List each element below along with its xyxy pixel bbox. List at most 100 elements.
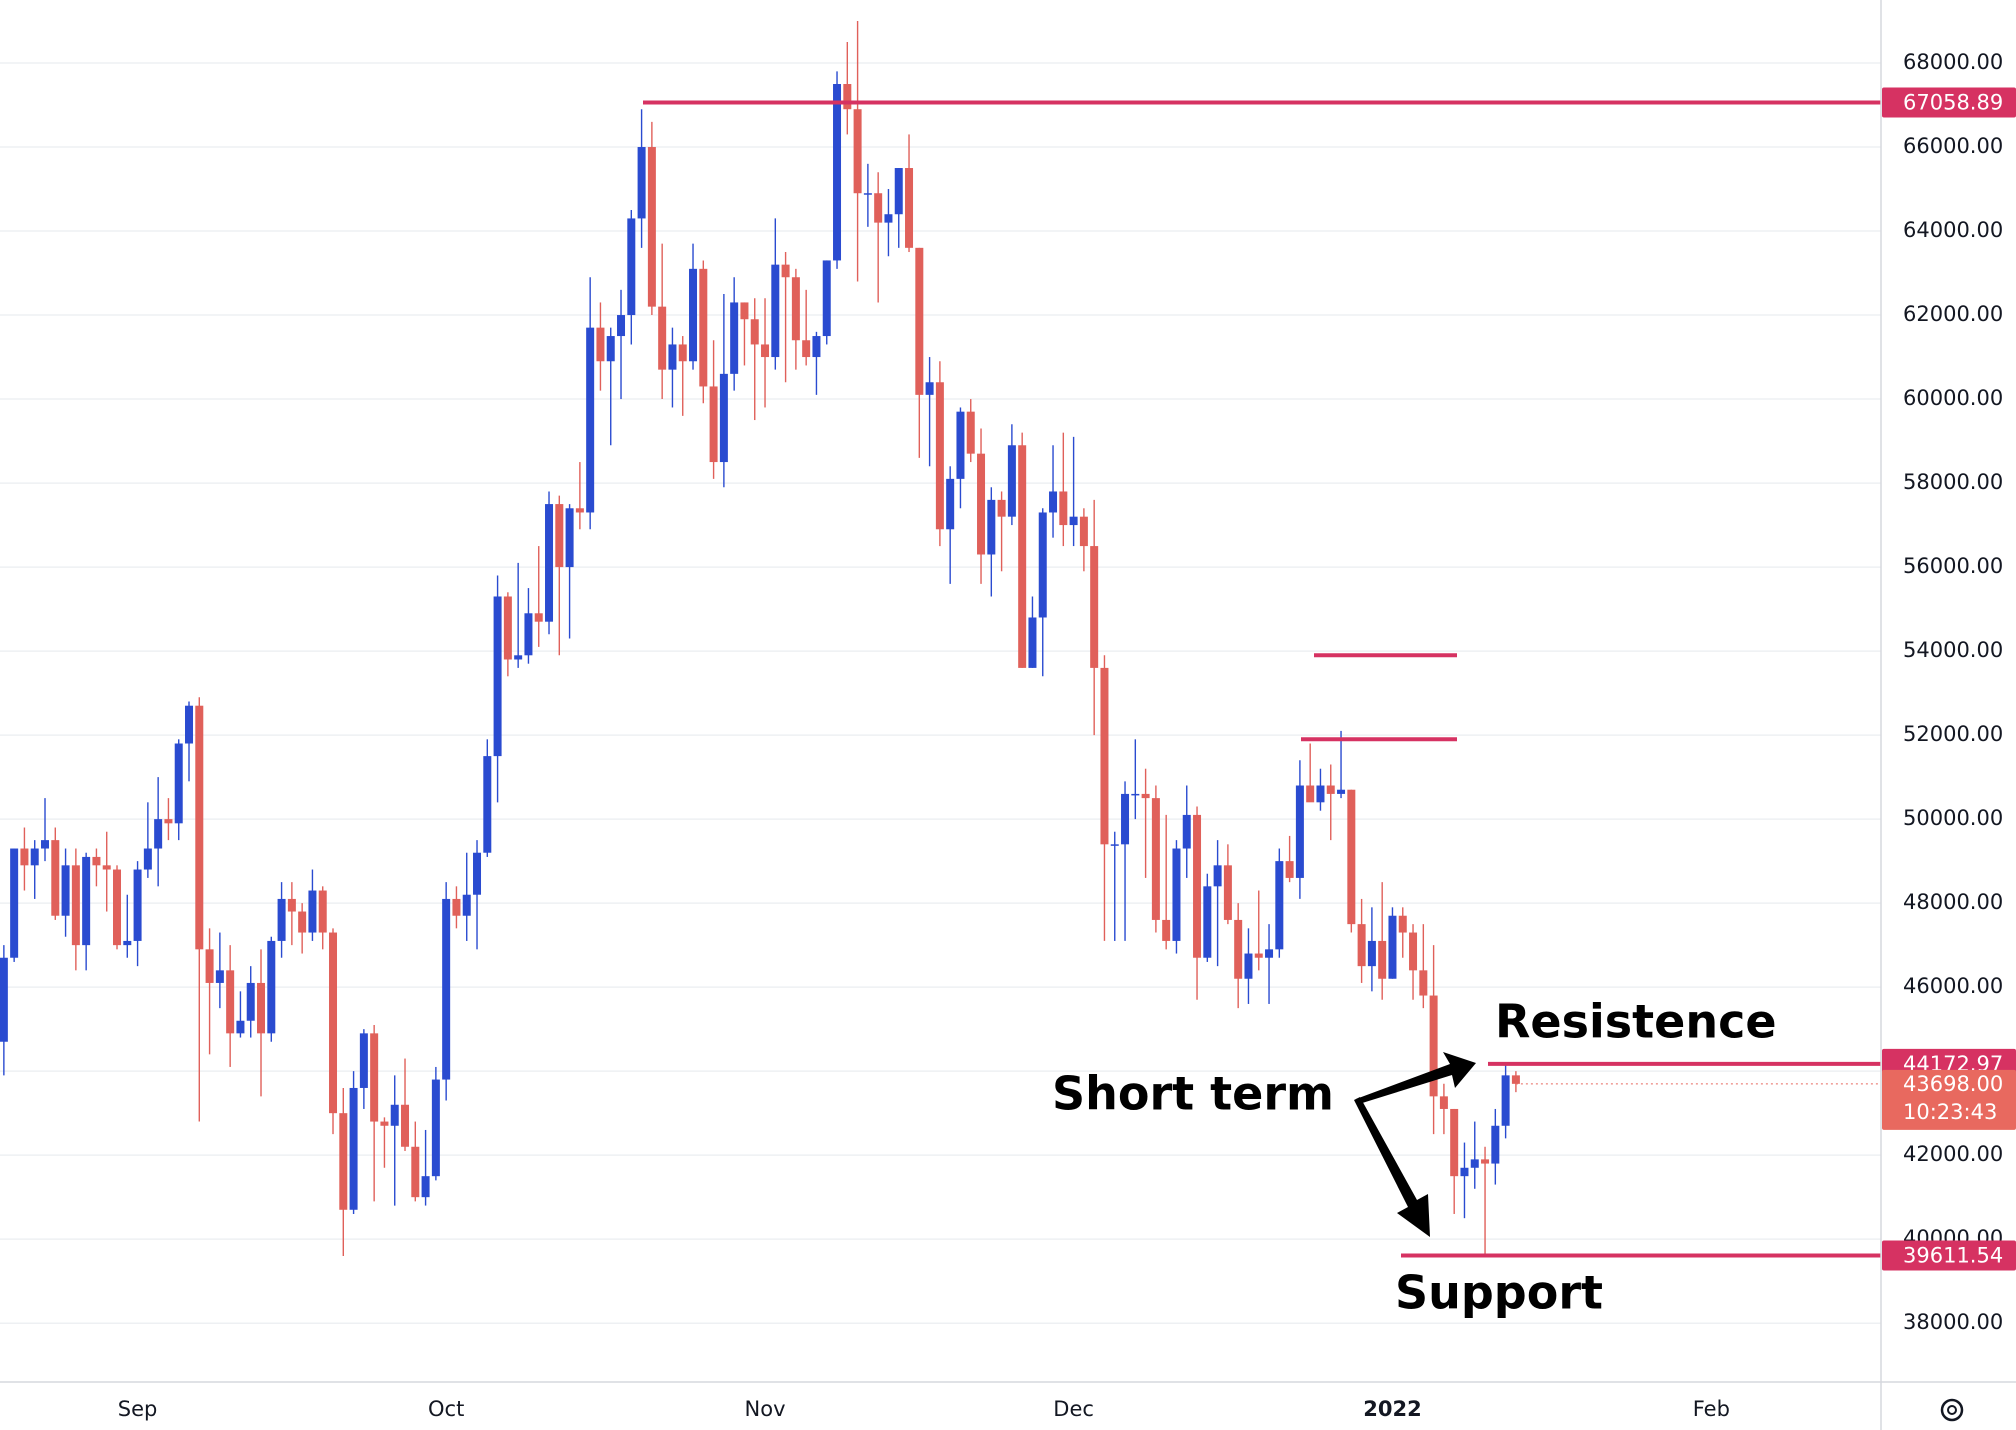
candle-body [534, 613, 543, 622]
y-tick-label: 66000.00 [1903, 134, 2003, 158]
candle-body [884, 214, 893, 223]
candle-body [133, 869, 142, 941]
candle-body [1347, 789, 1356, 925]
gear[interactable] [1940, 1398, 1964, 1422]
y-tick-label: 50000.00 [1903, 806, 2003, 830]
candle-body [514, 655, 523, 660]
candle-body [308, 890, 317, 933]
candle-body [627, 218, 636, 316]
candle-body [1203, 886, 1212, 958]
candle-body [1409, 932, 1418, 971]
candle-body [102, 865, 111, 870]
candle-body [1337, 789, 1346, 794]
candle-body [1110, 844, 1119, 846]
y-tick-label: 48000.00 [1903, 890, 2003, 914]
candle-body [668, 344, 677, 370]
candle-body [1367, 940, 1376, 967]
candle-body [277, 898, 286, 941]
candle-body [0, 957, 8, 1042]
candle-body [874, 193, 883, 223]
candle-body [1357, 924, 1366, 967]
candle-body [349, 1087, 358, 1210]
candle-body [20, 848, 29, 866]
candle-body [195, 705, 204, 950]
y-tick-label: 56000.00 [1903, 554, 2003, 578]
candle-body [1069, 516, 1078, 526]
candle-body [1100, 667, 1109, 845]
current-price-label: 43698.00 [1903, 1072, 2003, 1096]
annotation: Resistence [1495, 995, 1777, 1049]
candle-body [1511, 1075, 1520, 1084]
candle-body [473, 852, 482, 895]
price-tag-label: 39611.54 [1903, 1243, 2003, 1267]
candle-body [1038, 512, 1047, 618]
candle-body [730, 302, 739, 374]
candle-body [791, 277, 800, 341]
candle-body [30, 848, 39, 866]
candle-body [915, 247, 924, 395]
candle-body [174, 743, 183, 824]
gear-hub[interactable] [1947, 1405, 1957, 1415]
candle-body [1244, 953, 1253, 979]
candle-body [1049, 491, 1058, 513]
price-tag [1882, 1240, 2016, 1271]
countdown-label: 10:23:43 [1903, 1100, 1997, 1124]
y-tick-label: 46000.00 [1903, 974, 2003, 998]
y-tick-label: 52000.00 [1903, 722, 2003, 746]
candle-body [740, 302, 749, 320]
y-tick-label: 42000.00 [1903, 1142, 2003, 1166]
candle-body [431, 1079, 440, 1177]
candle-body [1491, 1125, 1500, 1164]
candle-body [1460, 1167, 1469, 1177]
candle-body [1326, 785, 1335, 794]
candle-body [596, 327, 605, 362]
candle-body [617, 315, 626, 337]
candle-body [1193, 814, 1202, 958]
candle-body [802, 340, 811, 358]
x-tick-label: 2022 [1363, 1397, 1421, 1421]
candle-body [555, 504, 564, 568]
candle-body [1481, 1159, 1490, 1164]
candle-body [719, 373, 728, 463]
candle-body [1079, 516, 1088, 547]
candle-body [370, 1033, 379, 1122]
candle-body [1501, 1075, 1510, 1126]
candle-body [1234, 919, 1243, 979]
candle-body [329, 932, 338, 1114]
candle-body [143, 848, 152, 870]
price-lines [643, 100, 1881, 1258]
settings-icon[interactable] [1940, 1398, 1964, 1422]
candle-body [997, 499, 1006, 517]
candle-body [359, 1033, 368, 1088]
candle-body [401, 1104, 410, 1147]
candle-body [1018, 445, 1027, 668]
y-tick-label: 54000.00 [1903, 638, 2003, 662]
candle-body [185, 705, 194, 744]
candle-body [442, 898, 451, 1080]
candle-body [750, 319, 759, 345]
candle-body [863, 193, 872, 195]
candle-body [92, 856, 101, 866]
candle-body [318, 890, 327, 933]
candle-body [1285, 861, 1294, 878]
candle-body [1151, 798, 1160, 920]
candle-body [1470, 1159, 1479, 1168]
candle-body [462, 894, 471, 916]
candle-body [61, 865, 70, 916]
candle-body [925, 382, 934, 395]
candle-body [545, 504, 554, 622]
y-tick-label: 62000.00 [1903, 302, 2003, 326]
candle-body [1007, 445, 1016, 517]
candle-body [1388, 915, 1397, 979]
candle-body [678, 344, 687, 362]
candle-body [1223, 865, 1232, 920]
candle-body [1306, 785, 1315, 803]
candle-body [411, 1146, 420, 1198]
candle-body [154, 819, 163, 849]
candle-body [1131, 793, 1140, 796]
candle-body [1172, 848, 1181, 941]
candle-body [771, 264, 780, 358]
candle-body [287, 898, 296, 912]
